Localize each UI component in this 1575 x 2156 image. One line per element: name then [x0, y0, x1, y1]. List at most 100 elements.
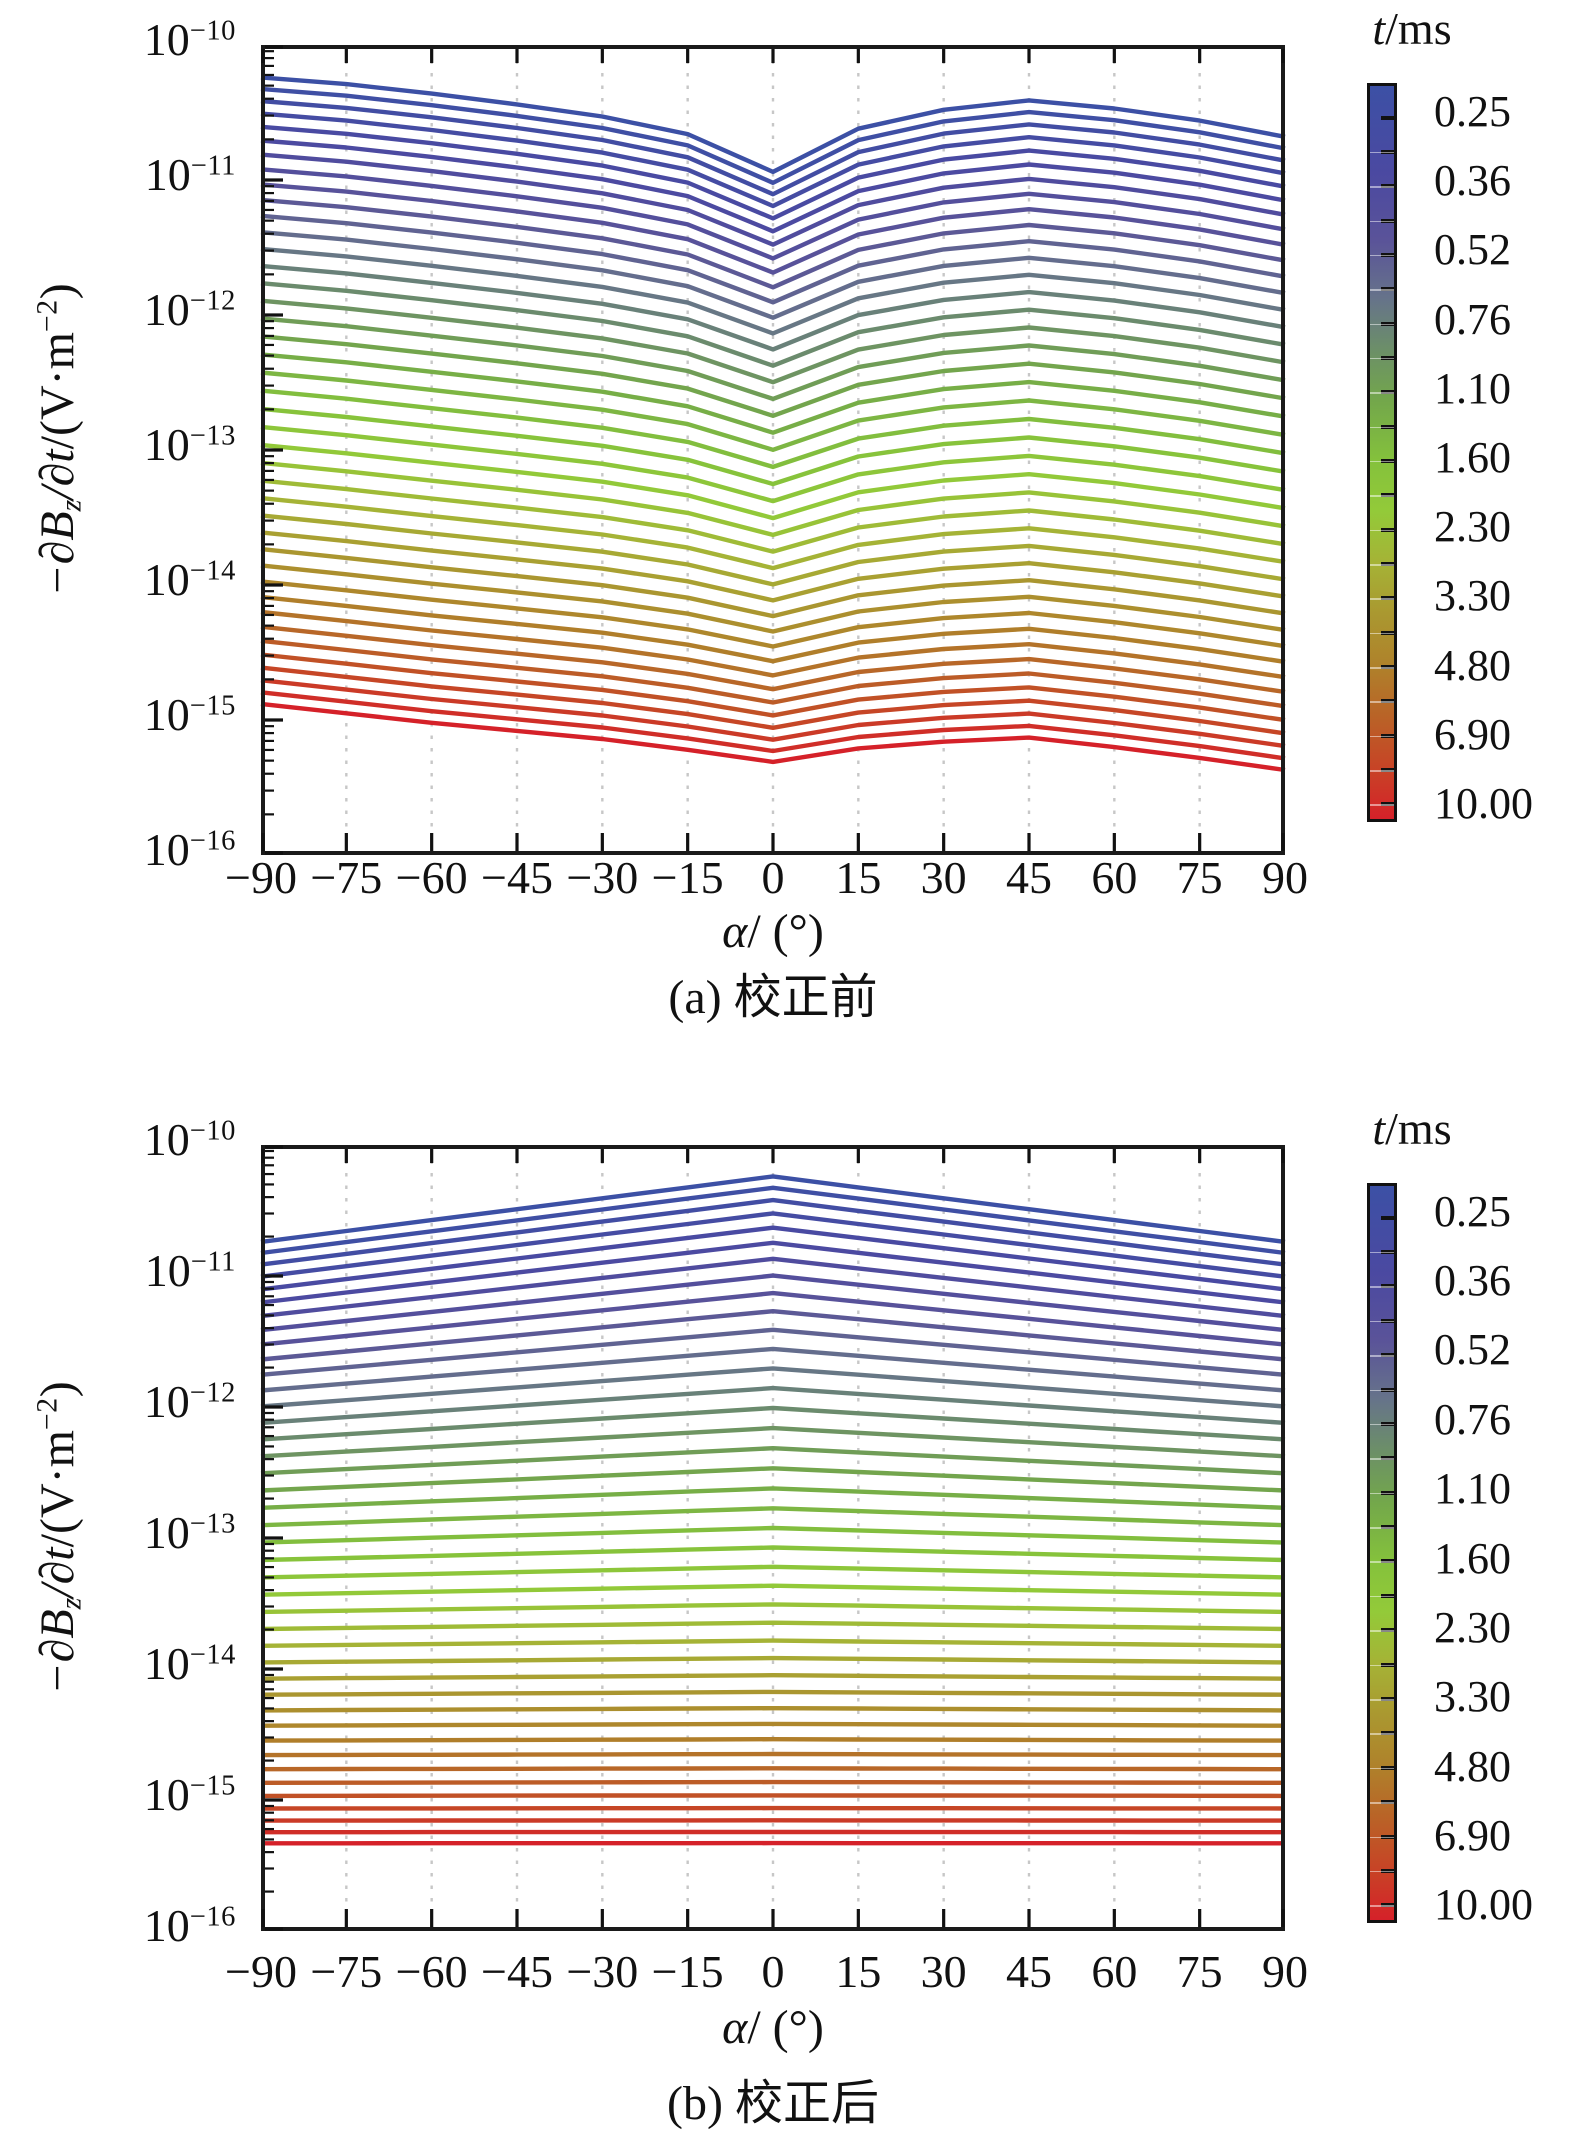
colorbar-band-separator: [1370, 426, 1394, 429]
x-axis-title-b: α/ (°): [473, 2001, 1073, 2055]
colorbar-band-separator: [1370, 1836, 1394, 1838]
colorbar-band-separator: [1370, 186, 1394, 188]
x-tick-label: 30: [920, 1946, 967, 1997]
colorbar-label: 2.30: [1434, 502, 1511, 552]
y-tick-exponent: −16: [189, 825, 236, 857]
colorbar-band-separator: [1370, 460, 1394, 463]
y-title-sup: −2: [30, 299, 64, 333]
y-tick-label: 10−13: [76, 1507, 236, 1559]
colorbar-label: 10.00: [1434, 779, 1533, 829]
colorbar-label: 1.60: [1434, 1533, 1511, 1583]
colorbar-label: 4.80: [1434, 1741, 1511, 1791]
y-tick-exponent: −11: [190, 1246, 236, 1278]
colorbar-band-separator: [1370, 1595, 1394, 1598]
colorbar-band-separator: [1370, 1423, 1394, 1426]
colorbar-band-separator: [1370, 529, 1394, 532]
y-tick-base: 10: [144, 149, 191, 200]
y-tick-label: 10−12: [76, 1376, 236, 1428]
y-tick-base: 10: [143, 689, 190, 740]
x-tick-label: −45: [481, 1946, 553, 1997]
colorbar-tick: [1381, 1215, 1394, 1220]
y-tick-label: 10−11: [76, 1245, 236, 1297]
colorbar-band-separator: [1370, 1870, 1394, 1873]
alpha-symbol: α: [722, 905, 748, 958]
y-tick-label: 10−16: [76, 824, 236, 876]
colorbar-band-separator: [1370, 495, 1394, 497]
y-tick-label: 10−10: [76, 1114, 236, 1166]
y-tick-exponent: −15: [189, 1770, 236, 1802]
x-tick-label: 75: [1176, 1946, 1223, 1997]
y-tick-base: 10: [143, 1376, 190, 1427]
colorbar-label: 10.00: [1434, 1880, 1533, 1930]
colorbar-title-a: t/ms: [1262, 3, 1562, 55]
colorbar-band-separator: [1370, 804, 1394, 806]
colorbar-label: 4.80: [1434, 640, 1511, 690]
colorbar-band-separator: [1370, 1561, 1394, 1563]
alpha-symbol: α: [722, 2001, 748, 2054]
colorbar-b: [1367, 1183, 1397, 1923]
caption-a: (a) 校正前: [668, 971, 878, 1024]
colorbar-band-separator: [1370, 1630, 1394, 1632]
time-symbol: t: [1372, 3, 1386, 54]
x-tick-label: −45: [481, 852, 553, 903]
x-tick-label: −60: [395, 1946, 468, 1997]
x-tick-label: 90: [1262, 852, 1308, 903]
colorbar-band-separator: [1370, 323, 1394, 326]
colorbar-label: 0.36: [1434, 1256, 1511, 1306]
y-tick-base: 10: [143, 284, 190, 335]
y-tick-base: 10: [143, 14, 190, 65]
x-tick-label: −90: [225, 852, 297, 903]
y-tick-label: 10−12: [76, 284, 236, 336]
x-tick-label: 15: [835, 852, 882, 903]
colorbar-band-separator: [1370, 1905, 1394, 1907]
colorbar-band-separator: [1370, 564, 1394, 566]
y-tick-label: 10−13: [76, 419, 236, 471]
y-title-sub: z: [54, 1597, 88, 1610]
caption-b: (b) 校正后: [667, 2077, 879, 2130]
colorbar-band-separator: [1370, 220, 1394, 222]
y-tick-label: 10−15: [76, 1769, 236, 1821]
y-tick-exponent: −10: [189, 1115, 236, 1147]
colorbar-label: 2.30: [1434, 1602, 1511, 1652]
time-symbol: t: [1372, 1103, 1386, 1154]
y-tick-label: 10−14: [76, 1638, 236, 1690]
colorbar-band-separator: [1370, 357, 1394, 360]
x-tick-label: 45: [1006, 1946, 1052, 1997]
colorbar-label: 0.52: [1434, 225, 1511, 275]
colorbar-band-separator: [1370, 598, 1394, 600]
colorbar-label: 3.30: [1434, 1672, 1511, 1722]
colorbar-tick: [1381, 115, 1394, 120]
x-tick-label: 60: [1091, 852, 1138, 903]
y-tick-label: 10−15: [76, 689, 236, 741]
colorbar-band-separator: [1370, 151, 1394, 154]
colorbar-band-separator: [1370, 1802, 1394, 1804]
x-tick-label: −15: [651, 852, 724, 903]
y-tick-exponent: −12: [189, 285, 236, 317]
colorbar-units: /ms: [1385, 3, 1452, 54]
x-title-units: / (°): [747, 2001, 824, 2054]
colorbar-label: 3.30: [1434, 571, 1511, 621]
y-tick-base: 10: [143, 1769, 190, 1820]
x-axis-title-a: α/ (°): [473, 905, 1073, 959]
y-tick-exponent: −15: [189, 690, 236, 722]
colorbar-label: 0.25: [1434, 1186, 1511, 1236]
y-tick-exponent: −13: [189, 420, 236, 452]
y-tick-exponent: −14: [189, 1639, 236, 1671]
colorbar-band-separator: [1370, 1458, 1394, 1460]
y-tick-exponent: −10: [189, 15, 236, 47]
y-tick-exponent: −13: [189, 1508, 236, 1540]
colorbar-band-separator: [1370, 254, 1394, 257]
colorbar-label: 1.10: [1434, 1464, 1511, 1514]
y-tick-base: 10: [143, 1114, 190, 1165]
colorbar-band-separator: [1370, 1251, 1394, 1254]
y-title-sub: z: [54, 499, 88, 512]
colorbar-band-separator: [1370, 1389, 1394, 1391]
y-tick-base: 10: [143, 419, 190, 470]
colorbar-label: 0.52: [1434, 1325, 1511, 1375]
colorbar-band-separator: [1370, 1320, 1394, 1323]
x-tick-label: −15: [651, 1946, 724, 1997]
colorbar-band-separator: [1370, 1355, 1394, 1357]
x-tick-label: −30: [566, 852, 639, 903]
colorbar-band-separator: [1370, 1286, 1394, 1288]
